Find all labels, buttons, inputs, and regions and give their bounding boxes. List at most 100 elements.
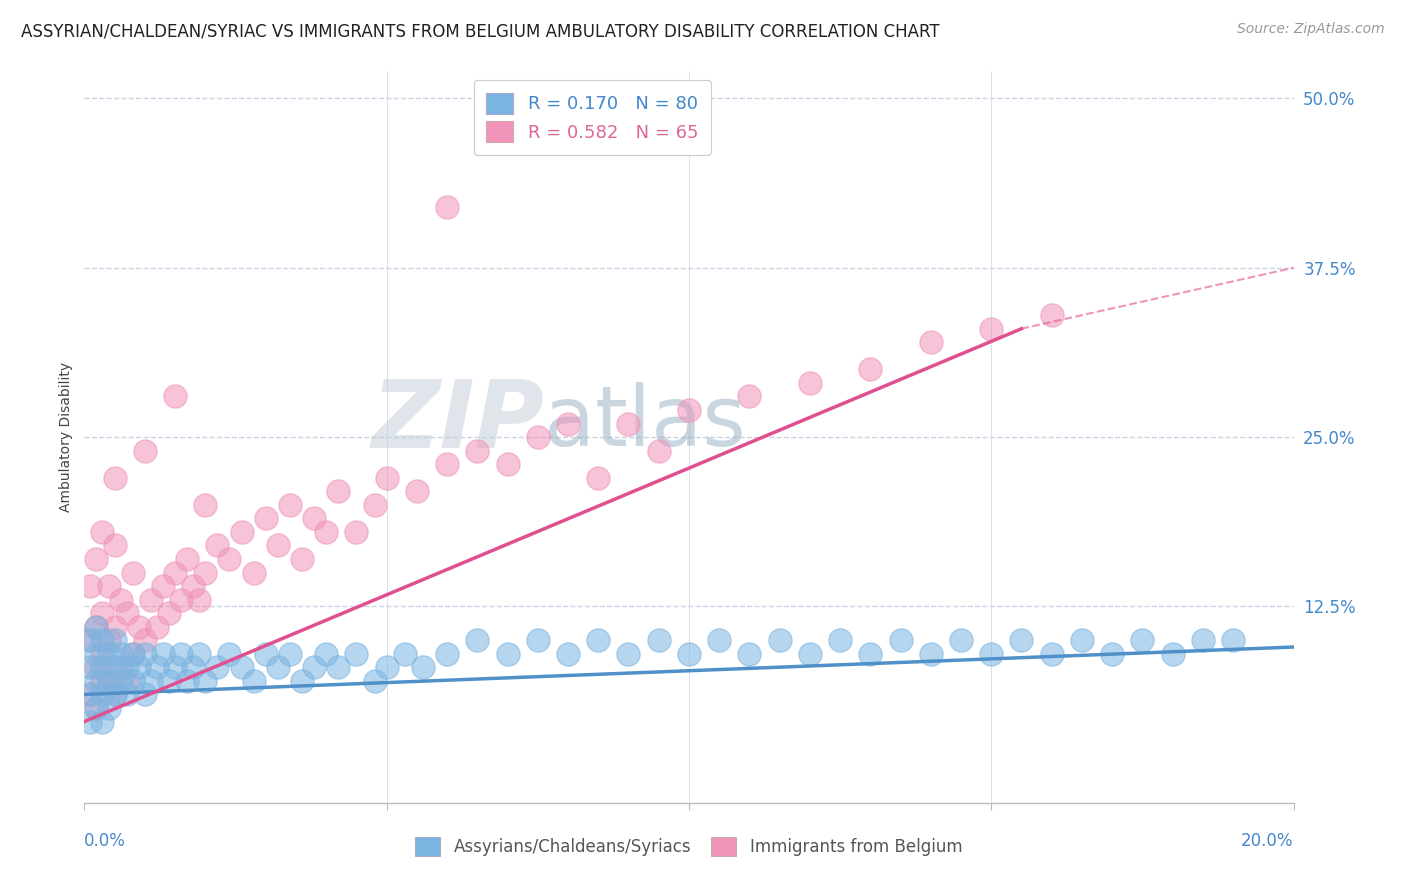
Point [91, 524, 114, 539]
Point [176, 552, 198, 566]
Point [394, 647, 416, 661]
Point [218, 647, 240, 661]
Point [128, 620, 150, 634]
Point [648, 633, 671, 648]
Text: atlas: atlas [544, 382, 745, 463]
Point [315, 647, 337, 661]
Point [139, 592, 162, 607]
Point [588, 471, 610, 485]
Point [104, 660, 127, 674]
Point [527, 633, 550, 648]
Point [799, 647, 821, 661]
Point [267, 538, 290, 552]
Point [121, 673, 143, 688]
Point [86, 620, 108, 634]
Point [346, 524, 368, 539]
Point [97, 647, 120, 661]
Point [194, 566, 217, 580]
Point [86, 552, 108, 566]
Point [1161, 647, 1184, 661]
Point [170, 592, 193, 607]
Point [104, 620, 127, 634]
Point [79, 688, 101, 702]
Point [1101, 647, 1123, 661]
Point [91, 606, 114, 620]
Point [436, 200, 458, 214]
Point [104, 538, 127, 552]
Point [830, 633, 852, 648]
Point [134, 647, 156, 661]
Point [496, 457, 519, 471]
Point [91, 714, 114, 729]
Point [302, 511, 325, 525]
Point [302, 660, 325, 674]
Point [588, 633, 610, 648]
Point [121, 566, 143, 580]
Point [115, 606, 138, 620]
Point [91, 633, 114, 648]
Point [97, 633, 120, 648]
Point [188, 647, 211, 661]
Point [152, 579, 174, 593]
Point [527, 430, 550, 444]
Point [496, 647, 519, 661]
Point [139, 673, 162, 688]
Point [86, 620, 108, 634]
Point [709, 633, 731, 648]
Point [86, 701, 108, 715]
Point [1130, 633, 1153, 648]
Point [278, 647, 301, 661]
Text: ASSYRIAN/CHALDEAN/SYRIAC VS IMMIGRANTS FROM BELGIUM AMBULATORY DISABILITY CORREL: ASSYRIAN/CHALDEAN/SYRIAC VS IMMIGRANTS F… [21, 22, 939, 40]
Point [86, 673, 108, 688]
Point [134, 443, 156, 458]
Point [1071, 633, 1094, 648]
Point [97, 673, 120, 688]
Point [194, 673, 217, 688]
Point [859, 362, 882, 376]
Point [110, 592, 132, 607]
Point [79, 660, 101, 674]
Point [242, 566, 264, 580]
Point [436, 647, 458, 661]
Point [104, 688, 127, 702]
Point [436, 457, 458, 471]
Point [557, 417, 579, 431]
Point [346, 647, 368, 661]
Point [678, 403, 700, 417]
Point [134, 688, 156, 702]
Point [375, 660, 398, 674]
Point [648, 443, 671, 458]
Point [115, 660, 138, 674]
Point [1040, 308, 1063, 322]
Point [146, 660, 169, 674]
Point [194, 498, 217, 512]
Point [104, 633, 127, 648]
Point [231, 524, 253, 539]
Point [79, 688, 101, 702]
Point [110, 673, 132, 688]
Point [406, 484, 429, 499]
Point [91, 647, 114, 661]
Point [115, 688, 138, 702]
Point [97, 701, 120, 715]
Point [110, 660, 132, 674]
Point [181, 660, 204, 674]
Point [617, 647, 640, 661]
Point [980, 647, 1002, 661]
Point [104, 688, 127, 702]
Point [218, 552, 240, 566]
Point [115, 673, 138, 688]
Point [412, 660, 434, 674]
Point [231, 660, 253, 674]
Point [617, 417, 640, 431]
Point [738, 389, 761, 403]
Point [557, 647, 579, 661]
Point [291, 552, 314, 566]
Point [678, 647, 700, 661]
Point [157, 673, 180, 688]
Point [363, 498, 385, 512]
Point [363, 673, 385, 688]
Point [134, 633, 156, 648]
Text: 0.0%: 0.0% [84, 832, 127, 850]
Point [920, 335, 942, 350]
